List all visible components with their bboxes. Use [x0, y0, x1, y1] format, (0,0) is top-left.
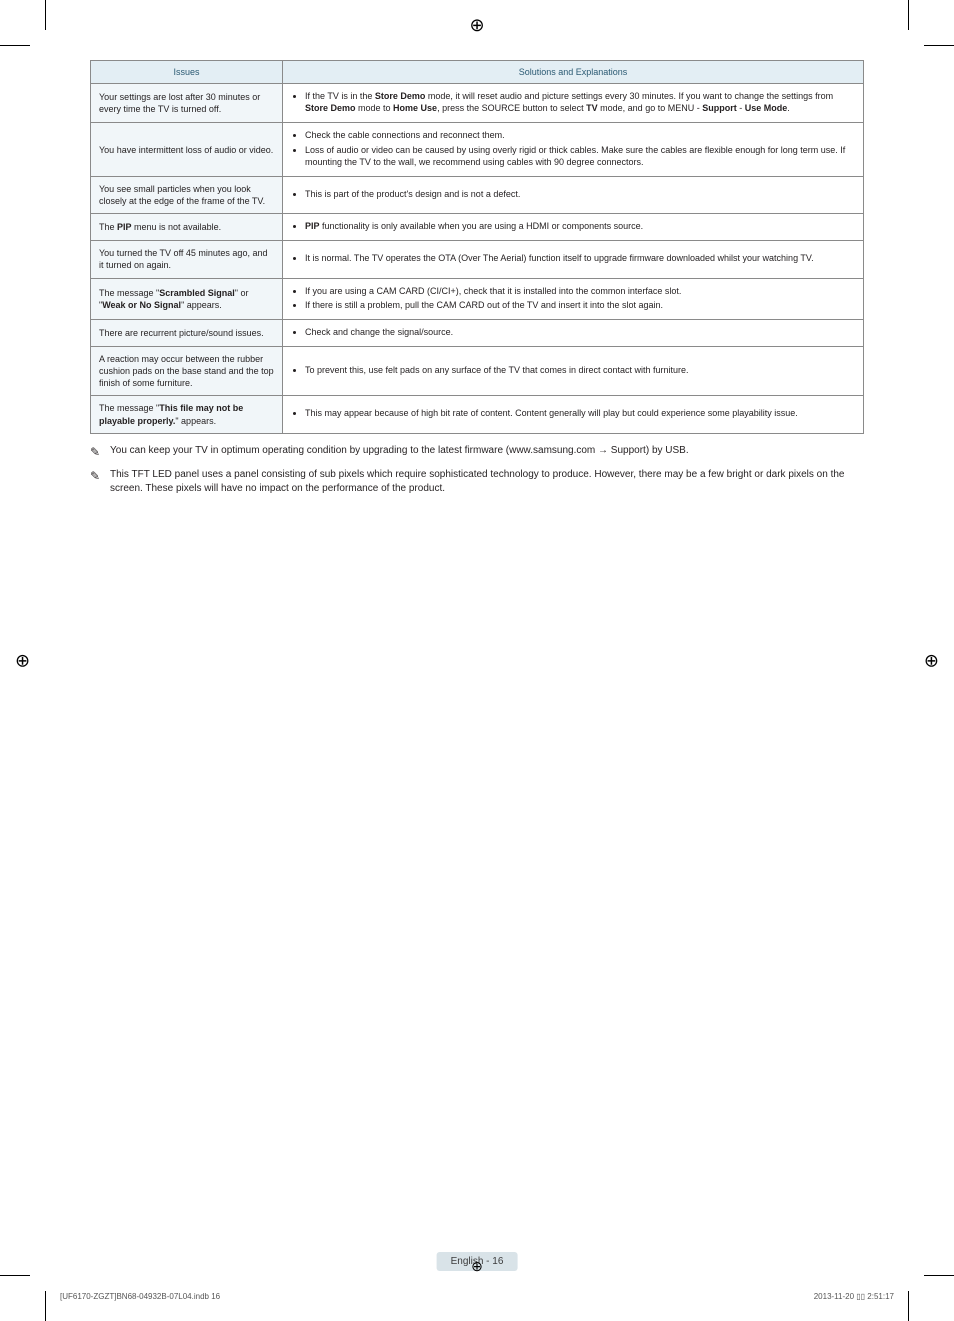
solution-item: Check and change the signal/source. [305, 326, 855, 338]
footer-timestamp: 2013-11-20 ▯▯ 2:51:17 [814, 1292, 894, 1301]
footnote: ✎ You can keep your TV in optimum operati… [90, 444, 864, 458]
header-issues: Issues [91, 61, 283, 84]
solution-list: If the TV is in the Store Demo mode, it … [291, 90, 855, 114]
issue-cell: Your settings are lost after 30 minutes … [91, 84, 283, 123]
footer-filename: [UF6170-ZGZT]BN68-04932B-07L04.indb 16 [60, 1292, 220, 1301]
solution-cell: If you are using a CAM CARD (CI/CI+), ch… [283, 278, 864, 319]
table-row: The message "Scrambled Signal" or "Weak … [91, 278, 864, 319]
issue-cell: You have intermittent loss of audio or v… [91, 123, 283, 176]
solution-list: This may appear because of high bit rate… [291, 407, 855, 419]
issue-cell: You see small particles when you look cl… [91, 176, 283, 213]
crop-mark [45, 0, 46, 30]
registration-mark-icon: ⊕ [469, 15, 484, 36]
issue-cell: The message "This file may not be playab… [91, 396, 283, 433]
issue-cell: You turned the TV off 45 minutes ago, an… [91, 241, 283, 278]
solution-item: If there is still a problem, pull the CA… [305, 299, 855, 311]
solution-item: This may appear because of high bit rate… [305, 407, 855, 419]
issue-cell: The PIP menu is not available. [91, 214, 283, 241]
footnote-text: You can keep your TV in optimum operatin… [110, 445, 689, 456]
solution-item: To prevent this, use felt pads on any su… [305, 364, 855, 376]
crop-mark [0, 1275, 30, 1276]
solution-item: Check the cable connections and reconnec… [305, 129, 855, 141]
registration-mark-icon: ⊕ [15, 650, 30, 671]
troubleshooting-table: Issues Solutions and Explanations Your s… [90, 60, 864, 434]
solution-list: Check the cable connections and reconnec… [291, 129, 855, 167]
footnote: ✎ This TFT LED panel uses a panel consist… [90, 468, 864, 496]
solution-cell: Check the cable connections and reconnec… [283, 123, 864, 176]
solution-cell: It is normal. The TV operates the OTA (O… [283, 241, 864, 278]
table-row: The message "This file may not be playab… [91, 396, 864, 433]
crop-mark [0, 45, 30, 46]
issue-cell: There are recurrent picture/sound issues… [91, 319, 283, 346]
solution-cell: Check and change the signal/source. [283, 319, 864, 346]
solution-item: It is normal. The TV operates the OTA (O… [305, 252, 855, 264]
issue-cell: The message "Scrambled Signal" or "Weak … [91, 278, 283, 319]
table-row: The PIP menu is not available. PIP functi… [91, 214, 864, 241]
solution-cell: To prevent this, use felt pads on any su… [283, 346, 864, 395]
solution-list: This is part of the product's design and… [291, 188, 855, 200]
solution-item: This is part of the product's design and… [305, 188, 855, 200]
table-row: A reaction may occur between the rubber … [91, 346, 864, 395]
crop-mark [908, 0, 909, 30]
registration-mark-icon: ⊕ [924, 650, 939, 671]
solution-cell: If the TV is in the Store Demo mode, it … [283, 84, 864, 123]
table-row: You turned the TV off 45 minutes ago, an… [91, 241, 864, 278]
note-icon: ✎ [90, 468, 100, 485]
solution-item: PIP functionality is only available when… [305, 220, 855, 232]
solution-list: If you are using a CAM CARD (CI/CI+), ch… [291, 285, 855, 311]
note-icon: ✎ [90, 444, 100, 461]
page-container: ⊕ ⊕ ⊕ Issues Solutions and Explanations … [0, 0, 954, 1321]
solution-cell: PIP functionality is only available when… [283, 214, 864, 241]
solution-cell: This may appear because of high bit rate… [283, 396, 864, 433]
crop-mark [908, 1291, 909, 1321]
table-row: You see small particles when you look cl… [91, 176, 864, 213]
solution-list: PIP functionality is only available when… [291, 220, 855, 232]
solution-item: If the TV is in the Store Demo mode, it … [305, 90, 855, 114]
crop-mark [45, 1291, 46, 1321]
solution-item: Loss of audio or video can be caused by … [305, 144, 855, 168]
table-row: Your settings are lost after 30 minutes … [91, 84, 864, 123]
solution-list: Check and change the signal/source. [291, 326, 855, 338]
footnote-text: This TFT LED panel uses a panel consisti… [110, 469, 844, 494]
solution-item: If you are using a CAM CARD (CI/CI+), ch… [305, 285, 855, 297]
registration-mark-icon: ⊕ [471, 1258, 483, 1275]
solution-list: It is normal. The TV operates the OTA (O… [291, 252, 855, 264]
solution-cell: This is part of the product's design and… [283, 176, 864, 213]
table-row: There are recurrent picture/sound issues… [91, 319, 864, 346]
header-solutions: Solutions and Explanations [283, 61, 864, 84]
crop-mark [924, 1275, 954, 1276]
issue-cell: A reaction may occur between the rubber … [91, 346, 283, 395]
crop-mark [924, 45, 954, 46]
table-header-row: Issues Solutions and Explanations [91, 61, 864, 84]
table-row: You have intermittent loss of audio or v… [91, 123, 864, 176]
solution-list: To prevent this, use felt pads on any su… [291, 364, 855, 376]
